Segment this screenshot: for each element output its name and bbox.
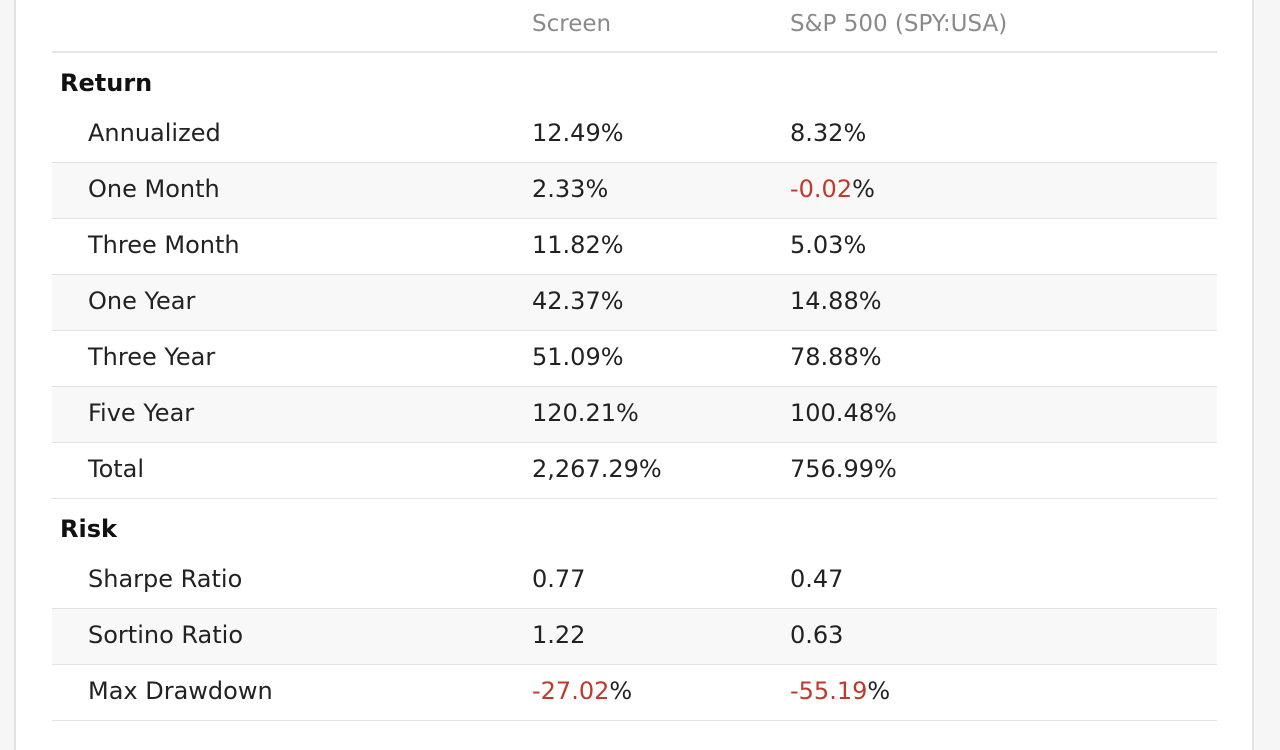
value-suffix: % — [873, 455, 897, 483]
column-header-screen: Screen — [532, 11, 612, 37]
value-number: 11.82 — [532, 231, 601, 259]
benchmark-value: 756.99% — [790, 455, 897, 483]
screen-value: 0.77 — [532, 565, 585, 593]
performance-table: Screen S&P 500 (SPY:USA) Return Annualize… — [52, 0, 1217, 721]
row-label: Three Year — [88, 343, 216, 371]
screen-value: 11.82% — [532, 231, 624, 259]
value-number: 756.99 — [790, 455, 874, 483]
value-suffix: % — [600, 287, 624, 315]
value-number: 120.21 — [532, 399, 616, 427]
section-title: Return — [60, 69, 153, 97]
value-number: 42.37 — [532, 287, 601, 315]
value-number: 1.22 — [532, 621, 586, 649]
screen-value: 2,267.29% — [532, 455, 662, 483]
value-number: 51.09 — [532, 343, 601, 371]
value-suffix: % — [843, 119, 867, 147]
value-number: 8.32 — [790, 119, 844, 147]
value-number: 0.63 — [790, 621, 844, 649]
row-label: One Month — [88, 175, 220, 203]
value-suffix: % — [600, 343, 624, 371]
value-number: 2,267.29 — [532, 455, 639, 483]
value-number: 14.88 — [790, 287, 859, 315]
table-row: Three Month 11.82% 5.03% — [52, 219, 1217, 275]
benchmark-value: 14.88% — [790, 287, 882, 315]
value-number: 78.88 — [790, 343, 859, 371]
value-suffix: % — [858, 343, 882, 371]
table-row: Three Year 51.09% 78.88% — [52, 331, 1217, 387]
screen-value: 12.49% — [532, 119, 624, 147]
value-suffix: % — [609, 677, 633, 705]
benchmark-value: 100.48% — [790, 399, 897, 427]
table-row: Five Year 120.21% 100.48% — [52, 387, 1217, 443]
value-suffix: % — [858, 287, 882, 315]
row-label: Max Drawdown — [88, 677, 273, 705]
value-number: 100.48 — [790, 399, 874, 427]
table-row: Max Drawdown -27.02% -55.19% — [52, 665, 1217, 721]
value-number: -27.02 — [532, 677, 610, 705]
table-row: Annualized 12.49% 8.32% — [52, 107, 1217, 163]
screen-value: -27.02% — [532, 677, 632, 705]
row-label: Total — [88, 455, 145, 483]
row-label: One Year — [88, 287, 196, 315]
screen-value: 1.22 — [532, 621, 585, 649]
value-suffix: % — [600, 119, 624, 147]
screen-value: 51.09% — [532, 343, 624, 371]
value-number: 2.33 — [532, 175, 586, 203]
value-number: 0.47 — [790, 565, 844, 593]
performance-panel: Screen S&P 500 (SPY:USA) Return Annualize… — [14, 0, 1254, 750]
table-row: Total 2,267.29% 756.99% — [52, 443, 1217, 499]
screen-value: 2.33% — [532, 175, 608, 203]
value-number: 12.49 — [532, 119, 601, 147]
value-suffix: % — [600, 231, 624, 259]
section-heading: Return — [52, 53, 1217, 107]
section-heading: Risk — [52, 499, 1217, 553]
table-row: One Year 42.37% 14.88% — [52, 275, 1217, 331]
benchmark-value: 78.88% — [790, 343, 882, 371]
table-header: Screen S&P 500 (SPY:USA) — [52, 0, 1217, 53]
benchmark-value: -0.02% — [790, 175, 875, 203]
value-suffix: % — [843, 231, 867, 259]
value-suffix: % — [615, 399, 639, 427]
value-suffix: % — [873, 399, 897, 427]
benchmark-value: 0.47 — [790, 565, 843, 593]
row-label: Sortino Ratio — [88, 621, 244, 649]
section-title: Risk — [60, 515, 117, 543]
value-suffix: % — [852, 175, 875, 203]
row-label: Five Year — [88, 399, 195, 427]
benchmark-value: 0.63 — [790, 621, 843, 649]
screen-value: 42.37% — [532, 287, 624, 315]
table-row: Sortino Ratio 1.22 0.63 — [52, 609, 1217, 665]
value-suffix: % — [638, 455, 662, 483]
row-label: Annualized — [88, 119, 221, 147]
benchmark-value: -55.19% — [790, 677, 890, 705]
value-number: 0.77 — [532, 565, 586, 593]
column-header-benchmark: S&P 500 (SPY:USA) — [790, 11, 1008, 37]
table-row: Sharpe Ratio 0.77 0.47 — [52, 553, 1217, 609]
value-number: -0.02 — [790, 175, 853, 203]
value-number: -55.19 — [790, 677, 868, 705]
value-number: 5.03 — [790, 231, 844, 259]
value-suffix: % — [867, 677, 891, 705]
benchmark-value: 5.03% — [790, 231, 866, 259]
row-label: Sharpe Ratio — [88, 565, 243, 593]
benchmark-value: 8.32% — [790, 119, 866, 147]
screen-value: 120.21% — [532, 399, 639, 427]
value-suffix: % — [585, 175, 609, 203]
row-label: Three Month — [88, 231, 240, 259]
table-row: One Month 2.33% -0.02% — [52, 163, 1217, 219]
